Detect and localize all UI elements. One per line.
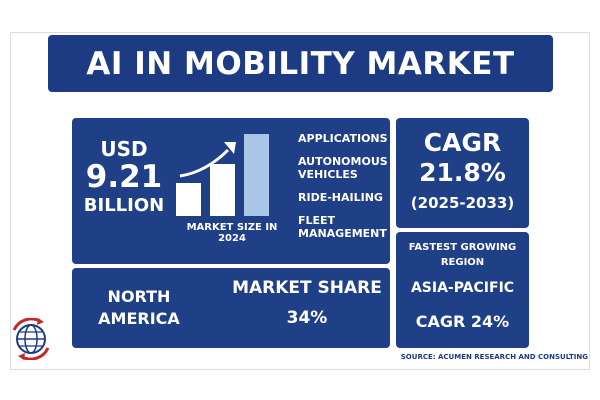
page-title: AI IN MOBILITY MARKET [86,45,515,82]
cagr-period: (2025-2033) [410,194,515,212]
dominant-region: NORTH AMERICA [98,287,180,328]
title-banner: AI IN MOBILITY MARKET [48,35,553,92]
globe-logo-icon [12,318,50,360]
market-size-panel: USD 9.21 BILLION MARKET SIZE IN 2024 APP… [72,118,390,264]
market-size-caption: MARKET SIZE IN 2024 [186,222,278,244]
cagr-panel: CAGR 21.8% (2025-2033) [396,118,529,228]
fastest-growing-region: ASIA-PACIFIC [410,280,515,296]
bar-chart-icon [176,132,284,216]
fastest-growing-panel: FASTEST GROWING REGION ASIA-PACIFIC CAGR… [396,232,529,348]
applications-list: APPLICATIONS AUTONOMOUS VEHICLES RIDE-HA… [298,132,390,250]
currency-label: USD [100,137,148,161]
bar-small [176,183,201,216]
source-note: SOURCE: ACUMEN RESEARCH AND CONSULTING [400,353,588,361]
market-share-panel: NORTH AMERICA MARKET SHARE 34% [72,268,390,348]
trend-arrow-icon [179,142,236,178]
application-item: AUTONOMOUS VEHICLES [298,155,388,181]
market-share-label: MARKET SHARE [232,278,382,298]
unit-label: BILLION [83,195,165,216]
infographic-frame [10,32,590,370]
market-share-value: 34% [286,308,328,328]
market-size-value: 9.21 [85,159,163,195]
cagr-value: 21.8% [419,158,506,187]
bar-large [244,134,269,216]
application-item: FLEET MANAGEMENT [298,214,387,240]
applications-title: APPLICATIONS [298,132,388,145]
fastest-growing-cagr: CAGR 24% [415,312,510,331]
fastest-growing-label: FASTEST GROWING REGION [408,242,517,268]
market-size-value-block: USD 9.21 BILLION [80,138,168,218]
bar-medium [210,164,235,216]
cagr-label: CAGR [423,128,502,157]
application-item: RIDE-HAILING [298,191,383,204]
